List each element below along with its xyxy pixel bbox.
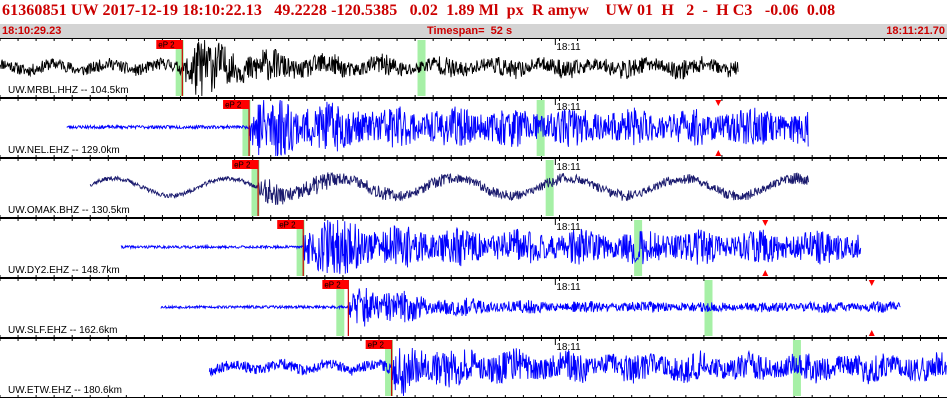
waveform-trace — [0, 39, 739, 97]
pick-label: eP 2 — [324, 281, 341, 290]
trace-panel[interactable]: 18:11 eP 2 UW.NEL.EHZ -- 129.0km — [0, 98, 947, 158]
pick-label: eP 2 — [234, 161, 251, 170]
event-header: 61360851 UW 2017-12-19 18:10:22.13 49.22… — [0, 0, 947, 24]
amplitude-marker-down — [868, 280, 875, 286]
trace-panel[interactable]: 18:11 eP 2 UW.SLF.EHZ -- 162.6km — [0, 278, 947, 338]
amplitude-marker-up — [715, 150, 722, 156]
pick-label: eP 2 — [279, 221, 296, 230]
amplitude-marker-up — [868, 330, 875, 336]
waveform-trace — [160, 288, 901, 327]
station-channel-label: UW.ETW.EHZ -- 180.6km — [8, 385, 122, 396]
pick-label: eP 2 — [158, 41, 175, 50]
pick-flag[interactable] — [223, 100, 250, 109]
waveform-trace — [66, 99, 809, 157]
waveform-trace — [120, 219, 862, 274]
spectral-mark — [296, 220, 305, 276]
minute-tick-label: 18:11 — [556, 222, 581, 233]
station-channel-label: UW.OMAK.BHZ -- 130.5km — [8, 205, 130, 216]
spectral-mark — [545, 160, 554, 216]
amplitude-marker-up — [762, 270, 769, 276]
station-channel-label: UW.NEL.EHZ -- 129.0km — [8, 145, 120, 156]
pick-flag[interactable] — [277, 220, 304, 229]
pick-flag[interactable] — [365, 340, 392, 349]
end-time-label: 18:11:21.70 — [886, 25, 945, 37]
trace-panel[interactable]: 18:11 eP 2 UW.MRBL.HHZ -- 104.5km — [0, 38, 947, 98]
amplitude-marker-down — [715, 100, 722, 106]
pick-flag[interactable] — [232, 160, 259, 169]
pick-flag[interactable] — [156, 40, 183, 49]
minute-tick-label: 18:11 — [556, 102, 581, 113]
waveform-trace — [89, 172, 809, 205]
trace-panel[interactable]: 18:11 eP 2 UW.ETW.EHZ -- 180.6km — [0, 338, 947, 398]
pick-label: eP 2 — [225, 101, 242, 110]
spectral-mark — [336, 280, 345, 336]
waveform-trace — [208, 347, 947, 397]
amplitude-marker-down — [762, 220, 769, 226]
timespan-label: Timespan= 52 s — [427, 25, 513, 37]
minute-tick-label: 18:11 — [556, 282, 581, 293]
time-range-bar: 18:10:29.23 Timespan= 52 s 18:11:21.70 — [0, 24, 947, 38]
spectral-mark — [417, 40, 426, 96]
pick-label: eP 2 — [368, 341, 385, 350]
event-summary-line: 61360851 UW 2017-12-19 18:10:22.13 49.22… — [2, 2, 836, 19]
minute-tick-label: 18:11 — [556, 162, 581, 173]
minute-tick-label: 18:11 — [556, 42, 581, 53]
minute-tick-label: 18:11 — [556, 342, 581, 353]
station-channel-label: UW.MRBL.HHZ -- 104.5km — [8, 85, 129, 96]
waveform-panels[interactable]: 18:11 eP 2 UW.MRBL.HHZ -- 104.5km 18:11 eP 2… — [0, 38, 947, 400]
start-time-label: 18:10:29.23 — [2, 25, 62, 37]
station-channel-label: UW.SLF.EHZ -- 162.6km — [8, 325, 117, 336]
station-channel-label: UW.DY2.EHZ -- 148.7km — [8, 265, 120, 276]
trace-panel[interactable]: 18:11 eP 2 UW.OMAK.BHZ -- 130.5km — [0, 158, 947, 218]
pick-flag[interactable] — [322, 280, 349, 289]
trace-panel[interactable]: 18:11 eP 2 UW.DY2.EHZ -- 148.7km — [0, 218, 947, 278]
spectral-mark — [634, 220, 643, 276]
